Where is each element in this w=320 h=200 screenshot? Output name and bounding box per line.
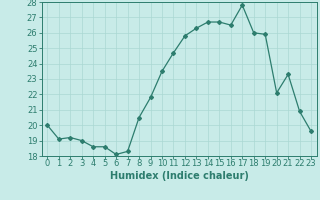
X-axis label: Humidex (Indice chaleur): Humidex (Indice chaleur) bbox=[110, 171, 249, 181]
